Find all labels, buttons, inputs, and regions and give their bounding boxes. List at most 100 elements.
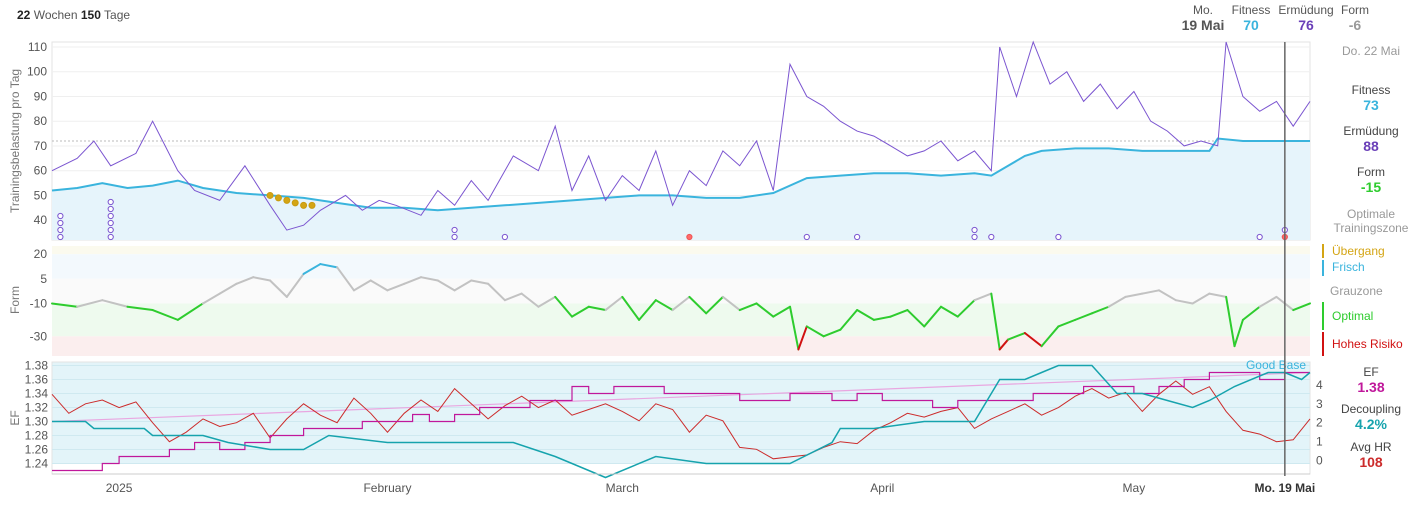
form-line-segment [789,305,800,351]
form-line-segment [688,295,708,315]
activity-dot [1256,233,1263,241]
header-fatigue: Ermüdung 76 [1276,3,1336,33]
form-line-segment [151,309,179,321]
transition-marker [283,196,291,204]
transition-marker [274,194,282,202]
days-value: 150 [80,8,101,22]
form-line-segment [604,295,624,312]
header-date: Mo. 19 Mai [1180,3,1226,33]
form-line-segment [1074,312,1093,321]
header-fitness-label: Fitness [1231,3,1271,17]
ef-y-tick: 1.30 [25,415,49,429]
form-y-tick: -10 [30,296,48,310]
ef-trend-line [51,371,1311,423]
form-line-segment [503,292,523,302]
form-zone-band [52,278,1310,304]
training-load-panel: 110 100 90 80 70 60 50 40 Trainingsbelastung pro… [8,40,1311,241]
side-fatigue-value: 88 [1363,138,1379,154]
x-tick-label: February [363,481,411,495]
good-base-band [52,362,1310,464]
form-line-segment [1040,325,1060,348]
zone-label-optimal: Optimal [1322,302,1373,330]
form-line-segment [252,276,272,282]
form-y-tick: 20 [34,247,48,261]
weeks-value: 22 [17,8,31,22]
zone-label-fresh: Frisch [1322,260,1365,276]
form-line-segment [889,309,909,318]
form-line-segment [1023,332,1043,348]
x-tick-label: 2025 [106,481,133,495]
ef-y-label: EF [8,410,22,425]
load-y-tick: 40 [34,213,48,227]
form-line-segment [923,305,942,328]
activity-dot [451,233,458,241]
load-y-tick: 50 [34,188,48,202]
activity-dot [971,233,978,241]
form-line-segment [470,279,490,285]
ef-y2-tick: 3 [1316,397,1323,411]
form-line-segment [403,276,423,285]
form-line-segment [638,299,657,321]
header-fitness: Fitness 70 [1229,3,1273,33]
side-fitness: Fitness 73 [1322,83,1420,113]
form-line-segment [1124,292,1144,298]
form-line-segment [1007,332,1026,341]
header-form-value: -6 [1348,17,1362,33]
form-line-segment [1174,299,1194,305]
side-zone-note: Optimale Trainingszone [1333,207,1409,235]
form-y-tick: -30 [30,329,48,343]
form-line-segment [654,299,674,312]
form-line-segment [235,276,255,285]
side-decoupling-value: 4.2% [1355,416,1387,432]
form-line-segment [487,282,506,302]
period-summary: 22 Wochen 150 Tage [17,8,130,22]
form-line-segment [1292,302,1311,312]
form-line-segment [587,305,607,312]
header-fatigue-value: 76 [1298,17,1314,33]
form-line-segment [755,302,775,318]
ef-panel: 1.381.361.341.321.301.281.261.24 4 3 2 1 0 EF G… [8,358,1323,479]
activity-dot [107,198,114,206]
activity-dot [107,226,114,234]
weeks-label: Wochen [33,8,78,22]
fitness-line [51,137,1310,212]
form-line-segment [352,279,372,292]
side-avghr-label: Avg HR [1350,440,1392,454]
x-tick-label: April [870,481,894,495]
header-fatigue-label: Ermüdung [1278,3,1334,17]
ef-y-tick: 1.36 [25,373,49,387]
form-line-segment [285,272,305,298]
form-line-segment [805,325,825,338]
form-line-segment [76,299,104,308]
side-ef: EF 1.38 [1322,365,1420,395]
ef-y2-tick: 1 [1316,435,1323,449]
header-fitness-value: 70 [1243,17,1259,33]
load-y-label: Trainingsbelastung pro Tag [8,69,22,213]
activity-dot [988,233,995,241]
form-line-segment [554,295,573,318]
form-line-segment [1225,295,1236,348]
ef-y-tick: 1.24 [25,457,49,471]
activity-dot [57,219,64,227]
x-tick-label: May [1123,481,1146,495]
form-line-segment [797,325,808,351]
form-line-segment [570,305,590,318]
side-decoupling-label: Decoupling [1340,402,1402,416]
header-date-day: Mo. [1192,3,1213,17]
fatigue-line [51,40,1311,231]
form-line-segment [369,279,389,292]
ef-y-tick: 1.28 [25,429,49,443]
load-y-tick: 60 [34,164,48,178]
ef-y2-tick: 0 [1316,454,1323,468]
x-tick-label: March [606,481,639,495]
load-y-tick: 70 [34,139,48,153]
side-fatigue: Ermüdung 88 [1322,124,1420,154]
form-line-segment [537,295,557,308]
form-line-segment [201,292,221,305]
activity-dot [451,226,458,234]
activity-dot [57,226,64,234]
activity-dot [107,205,114,213]
form-line-segment [218,282,238,295]
form-line-segment [973,292,993,302]
